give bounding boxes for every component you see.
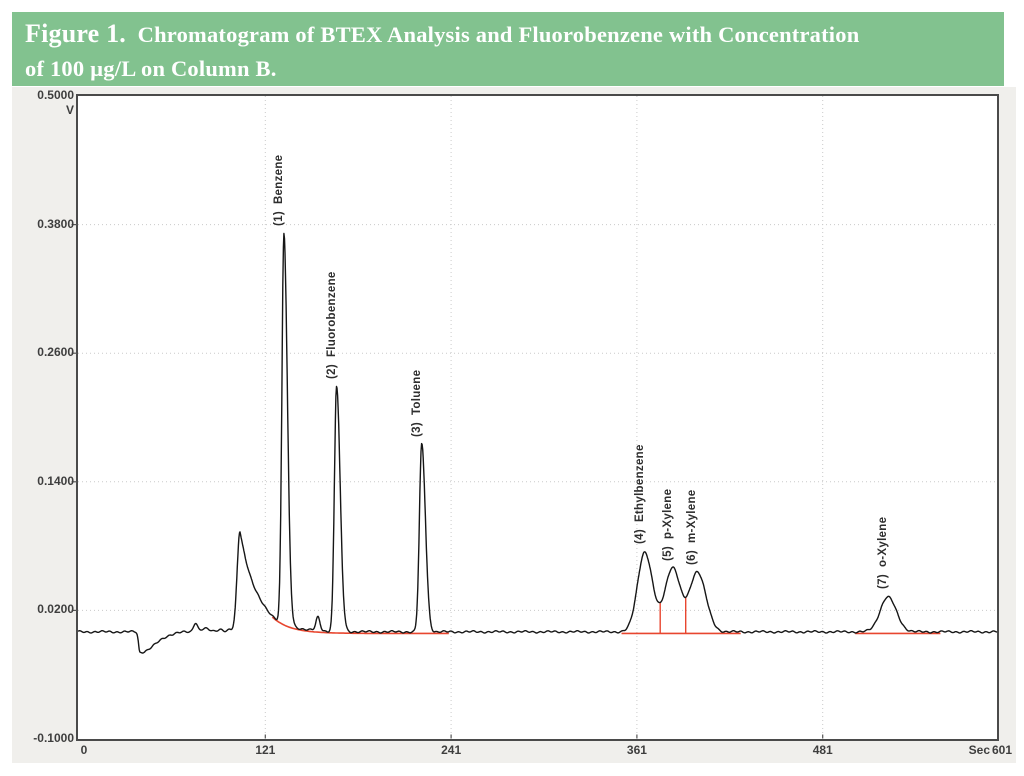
x-axis-tick-label: 241 [441,743,462,757]
x-axis-end-label: 601 [992,743,1013,757]
y-axis-tick-label: 0.3800 [37,216,74,231]
peak-label-p-xylene: (5) p-Xylene [661,488,674,561]
y-axis-unit-label: V [65,103,74,117]
x-axis-tick-label: 121 [255,743,276,757]
x-axis-tick-label: 361 [626,743,647,757]
y-axis-tick-label: -0.1000 [33,731,74,745]
figure-label: Figure 1. [25,19,126,48]
peak-label-m-xylene: (6) m-Xylene [686,489,699,565]
y-axis-tick-label: 0.0200 [37,602,74,617]
x-axis-tick-label: 481 [812,743,833,757]
figure-title-text-1: Chromatogram of BTEX Analysis and Fluoro… [137,22,860,47]
figure-title-line-2: of 100 µg/L on Column B. [25,56,277,81]
peak-label-benzene: (1) Benzene [272,154,285,227]
figure-header: Figure 1. Chromatogram of BTEX Analysis … [12,12,1004,86]
peak-label-fluorobenzene: (2) Fluorobenzene [325,271,338,380]
peak-label-o-xylene: (7) o-Xylene [876,517,889,590]
y-axis-tick-label: 0.5000 [37,88,74,102]
peak-label-toluene: (3) Toluene [410,370,423,438]
x-axis-tick-label: 0 [80,743,88,757]
figure-title-line-1: Figure 1. Chromatogram of BTEX Analysis … [25,19,994,53]
x-axis-unit-label: Sec [968,743,990,757]
integration-baseline [271,616,449,635]
chromatogram-trace [78,232,998,654]
y-axis-tick-label: 0.1400 [37,473,74,488]
peak-label-ethylbenzene: (4) Ethylbenzene [633,444,646,545]
y-axis-tick-label: 0.2600 [37,345,74,360]
